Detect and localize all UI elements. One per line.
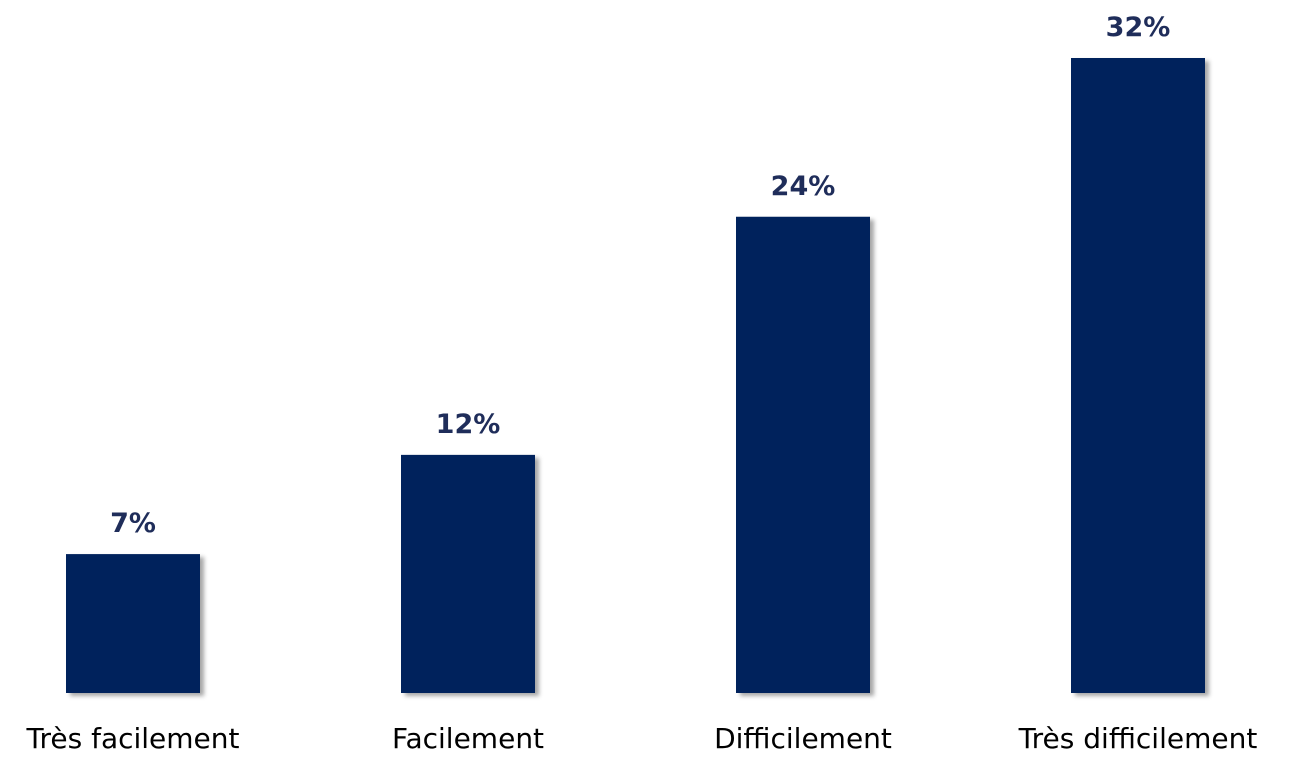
value-label-4: 32% xyxy=(1106,12,1171,43)
category-labels-group: Très facilement Facilement Difficilement Tr… xyxy=(25,722,1257,755)
value-labels-group: 7% 12% 24% 32% xyxy=(110,12,1170,539)
category-label-4: Très difficilement xyxy=(1018,722,1258,755)
bar-1 xyxy=(66,554,200,693)
category-label-3: Difficilement xyxy=(714,722,892,755)
category-label-1: Très facilement xyxy=(25,722,239,755)
value-label-1: 7% xyxy=(110,508,156,539)
bar-3 xyxy=(736,216,870,693)
value-label-2: 12% xyxy=(436,409,501,440)
bars-group xyxy=(66,58,1205,693)
value-label-3: 24% xyxy=(771,171,836,202)
bar-2 xyxy=(401,454,535,693)
category-label-2: Facilement xyxy=(392,722,544,755)
bar-4 xyxy=(1071,58,1205,693)
